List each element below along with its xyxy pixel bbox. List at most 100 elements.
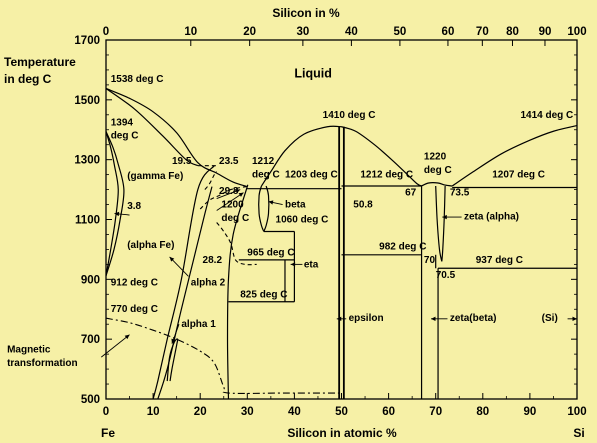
annotation-label: deg C <box>424 165 452 176</box>
top-tick-label: 60 <box>442 26 455 38</box>
annotation-label: (alpha Fe) <box>127 240 174 251</box>
annotation-label: deg C <box>252 170 280 181</box>
phase-boundary-liquidus-mid-left <box>260 125 342 187</box>
annotation-label: zeta (alpha) <box>464 212 519 223</box>
top-axis-title: Silicon in % <box>272 6 340 20</box>
annotation-label: 1060 deg C <box>276 214 329 225</box>
annotation-label: (Si) <box>542 313 558 324</box>
phase-boundary-gamma-loop-inner <box>105 131 119 276</box>
y-axis-ticks: 500 700 900 1100 1300 1500 1700 <box>74 35 577 406</box>
x-axis-ticks: 0 10 20 30 40 50 60 70 80 90 100 <box>103 393 587 418</box>
y-tick-label: 1700 <box>74 35 100 47</box>
phase-boundary-zeta-dome <box>421 182 453 187</box>
y-axis-title-line1: Temperature <box>4 55 76 69</box>
annotation-label: 1212 <box>252 156 275 167</box>
x-tick-label: 20 <box>194 406 207 418</box>
annotation-label: zeta(beta) <box>450 313 497 324</box>
top-tick-label: 40 <box>345 26 358 38</box>
phase-boundary-dashed-1200 <box>199 186 247 210</box>
y-tick-label: 1300 <box>74 155 100 167</box>
annotation-label: 912 deg C <box>111 277 158 288</box>
top-tick-label: 70 <box>476 26 489 38</box>
annotation-label: 19.5 <box>172 156 192 167</box>
annotation-label: 70 <box>424 255 436 266</box>
annotation-label: 1207 deg C <box>492 170 545 181</box>
annotation-label: 825 deg C <box>240 289 287 300</box>
phase-boundary-liquidus-fe <box>105 87 248 188</box>
y-tick-label: 500 <box>81 394 100 406</box>
annotation-label: 1212 deg C <box>360 170 413 181</box>
x-tick-label: 50 <box>335 406 348 418</box>
annotation-label: 29.8 <box>219 186 239 197</box>
annotation-label: 73.5 <box>450 188 470 199</box>
pointer-arrowhead <box>238 192 244 197</box>
pointer-arrowhead <box>114 211 120 217</box>
pointer-arrowhead <box>430 316 436 321</box>
pointer-arrowhead <box>572 316 577 321</box>
annotation-label: Liquid <box>294 66 332 80</box>
annotation-label: 1394 <box>111 117 134 128</box>
top-axis-ticks: 0 10 20 30 40 50 60 70 80 90 100 <box>103 26 587 46</box>
pointer-line <box>216 192 244 211</box>
phase-boundary-alpha-fe-boundary <box>152 165 215 400</box>
plot-area: Liquid 1538 deg C 1394 deg C (gamma Fe) 3.8 19… <box>7 66 578 400</box>
annotation-label: 50.8 <box>353 200 373 211</box>
annotation-label: beta <box>285 200 306 211</box>
annotation-label: 982 deg C <box>379 241 426 252</box>
x-tick-label: 90 <box>524 406 537 418</box>
y-tick-label: 900 <box>81 274 100 286</box>
x-tick-label: 80 <box>476 406 489 418</box>
x-tick-label: 10 <box>147 406 160 418</box>
top-tick-label: 0 <box>103 26 109 38</box>
x-tick-label: 0 <box>103 406 109 418</box>
annotation-label: 1414 deg C <box>520 110 573 121</box>
annotation-label: deg C <box>221 213 249 224</box>
annotation-label: 1410 deg C <box>323 110 376 121</box>
phase-boundary-alpha1-lens <box>166 338 179 382</box>
top-tick-label: 80 <box>506 26 519 38</box>
x-tick-label: 30 <box>241 406 254 418</box>
phase-boundary-alpha-right-boundary <box>226 184 249 400</box>
pointer-arrowhead <box>169 256 175 262</box>
phase-boundary-liquidus-mid-right <box>341 126 422 187</box>
annotation-label: 770 deg C <box>111 304 158 315</box>
phase-boundary-alpha2-boundary <box>157 186 213 400</box>
phase-boundary-dashed-alpha2 <box>204 171 218 190</box>
annotation-label: 1220 <box>424 152 447 163</box>
top-tick-label: 90 <box>539 26 552 38</box>
top-tick-label: 10 <box>184 26 197 38</box>
top-tick-label: 100 <box>567 26 586 38</box>
annotation-label: 28.2 <box>203 255 223 266</box>
phase-boundary-dashed-lower <box>216 222 257 266</box>
x-tick-label: 100 <box>567 406 586 418</box>
annotation-label: 937 deg C <box>476 255 523 266</box>
pointer-line <box>169 256 189 277</box>
annotation-label: transformation <box>7 358 78 369</box>
annotation-label: 23.5 <box>219 156 239 167</box>
x-tick-label: 70 <box>429 406 442 418</box>
annotation-label: 1203 deg C <box>285 170 338 181</box>
x-tick-label: 40 <box>288 406 301 418</box>
phase-boundary-liquidus-fe-low <box>105 87 199 167</box>
y-tick-label: 1500 <box>74 95 100 107</box>
pointer-arrowhead <box>442 214 447 220</box>
annotation-label: (gamma Fe) <box>127 171 183 182</box>
phase-boundary-beta-left <box>258 185 265 232</box>
pointer-line <box>101 334 130 358</box>
y-tick-label: 1100 <box>75 215 100 227</box>
pointer-arrowhead <box>124 334 130 340</box>
pointer-arrowhead <box>171 338 176 344</box>
phase-boundary-beta-right <box>263 185 270 232</box>
top-tick-label: 50 <box>394 26 407 38</box>
annotation-label: eta <box>304 259 319 270</box>
endpoint-right-label: Si <box>573 426 584 440</box>
annotation-label: 67 <box>405 188 417 199</box>
phase-boundary-liquidus-si <box>451 124 578 187</box>
annotation-label: alpha 1 <box>181 319 216 330</box>
annotation-label: 3.8 <box>127 201 141 212</box>
annotation-label: 70.5 <box>436 270 456 281</box>
pointer-arrowhead <box>336 316 342 321</box>
x-tick-label: 60 <box>382 406 395 418</box>
endpoint-left-label: Fe <box>101 426 115 440</box>
